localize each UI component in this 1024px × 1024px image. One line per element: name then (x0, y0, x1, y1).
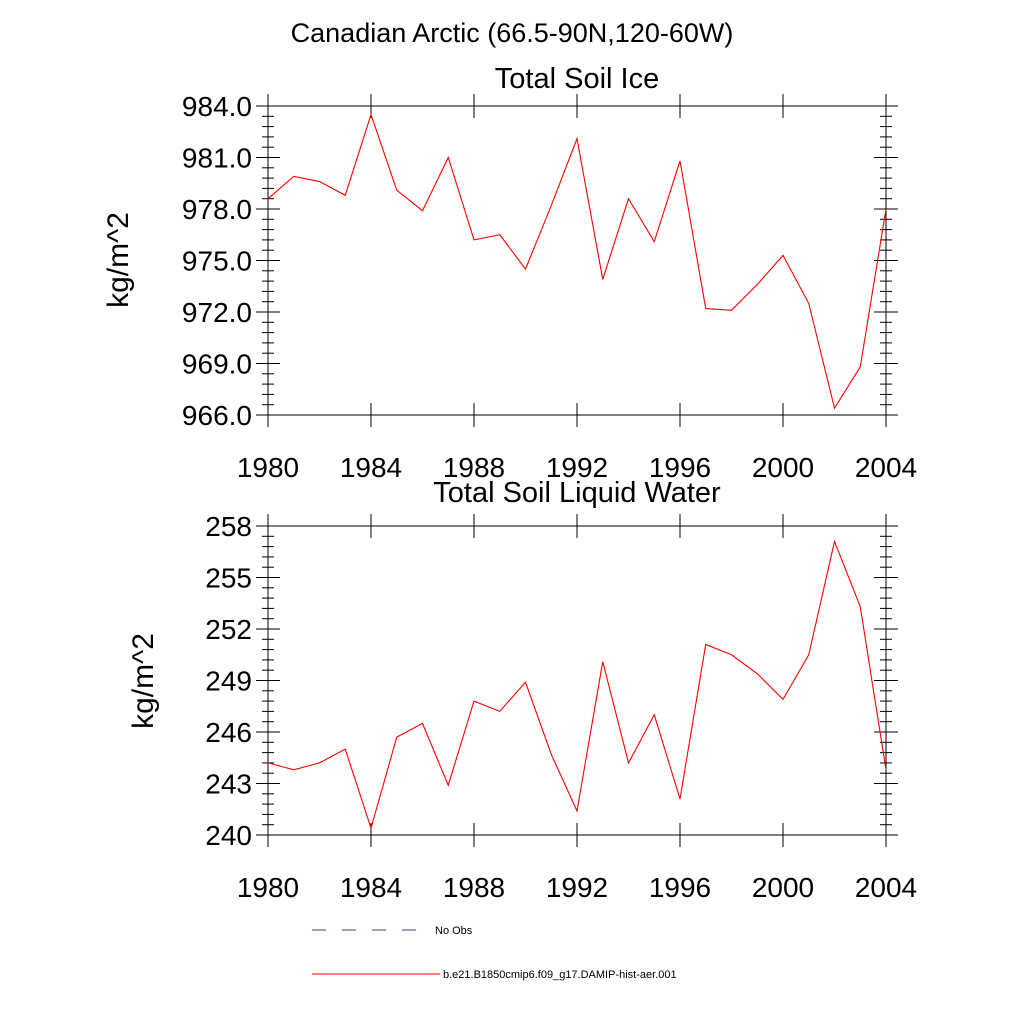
x-tick-labels: 1980 1984 1988 1992 1996 2000 2004 (237, 452, 917, 483)
y-tick-label: 258 (205, 511, 252, 542)
y-tick-label: 240 (205, 820, 252, 851)
y-tick-label: 966.0 (182, 400, 252, 431)
y-axis-label: kg/m^2 (127, 633, 160, 729)
series-lines (267, 539, 887, 831)
main-title: Canadian Arctic (66.5-90N,120-60W) (291, 18, 734, 48)
y-tick-label: 252 (205, 614, 252, 645)
series-line-0 (267, 112, 887, 410)
x-tick-label: 2000 (752, 452, 814, 483)
legend: No Obs b.e21.B1850cmip6.f09_g17.DAMIP-hi… (312, 925, 677, 981)
x-tick-label: 2004 (855, 872, 917, 903)
axis-ticks (256, 514, 898, 847)
x-tick-label: 1996 (649, 872, 711, 903)
panel-title: Total Soil Ice (495, 63, 659, 95)
x-tick-label: 1992 (546, 872, 608, 903)
panel-title: Total Soil Liquid Water (433, 477, 721, 509)
y-tick-label: 255 (205, 563, 252, 594)
legend-model-label: b.e21.B1850cmip6.f09_g17.DAMIP-hist-aer.… (443, 969, 677, 981)
x-tick-labels: 1980 1984 1988 1992 1996 2000 2004 (237, 872, 917, 903)
axis-ticks (256, 94, 898, 427)
series-line-0 (267, 539, 887, 831)
series-lines (267, 112, 887, 410)
x-tick-label: 1980 (237, 872, 299, 903)
legend-obs-label: No Obs (435, 925, 473, 937)
x-tick-label: 1984 (340, 452, 402, 483)
x-tick-label: 1984 (340, 872, 402, 903)
x-tick-label: 1992 (546, 452, 608, 483)
x-tick-label: 1980 (237, 452, 299, 483)
y-axis-label: kg/m^2 (102, 212, 135, 308)
y-tick-label: 243 (205, 769, 252, 800)
x-tick-label: 1988 (443, 872, 505, 903)
y-tick-label: 972.0 (182, 297, 252, 328)
y-tick-labels: 240 243 246 249 252 255 258 (205, 511, 252, 851)
y-tick-label: 969.0 (182, 349, 252, 380)
x-tick-label: 1988 (443, 452, 505, 483)
y-tick-label: 978.0 (182, 194, 252, 225)
panel-total-soil-liquid-water: Total Soil Liquid Water kg/m^2 240 243 246… (127, 477, 917, 903)
y-tick-label: 981.0 (182, 143, 252, 174)
y-tick-label: 975.0 (182, 246, 252, 277)
y-tick-labels: 966.0 969.0 972.0 975.0 978.0 981.0 984.0 (182, 91, 252, 431)
y-tick-label: 984.0 (182, 91, 252, 122)
x-tick-label: 2004 (855, 452, 917, 483)
x-tick-label: 1996 (649, 452, 711, 483)
panel-total-soil-ice: Total Soil Ice kg/m^2 966.0 969.0 972.0 975… (102, 63, 917, 483)
x-tick-label: 2000 (752, 872, 814, 903)
y-tick-label: 249 (205, 666, 252, 697)
y-tick-label: 246 (205, 717, 252, 748)
plot-frame (267, 105, 887, 416)
